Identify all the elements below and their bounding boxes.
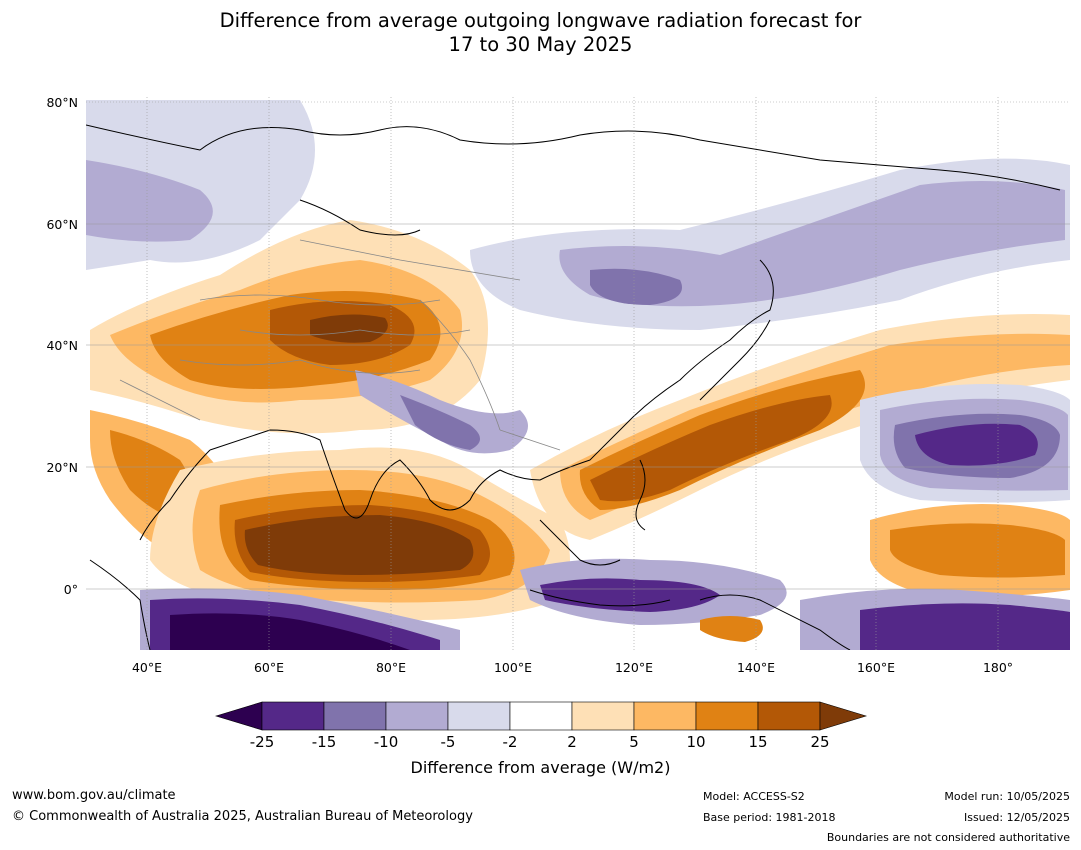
- colorbar-tick-5: 5: [629, 733, 639, 751]
- anomaly-field: [86, 97, 1070, 650]
- colorbar-tick-m5: -5: [440, 733, 456, 751]
- model-info: Model: ACCESS-S2: [703, 790, 805, 803]
- colorbar-bin-2-5: [571, 701, 635, 731]
- colorbar-tick-m2: -2: [502, 733, 518, 751]
- colorbar-extend-high: [819, 701, 868, 731]
- lon-label-180: 180°: [982, 660, 1014, 675]
- issued-info: Issued: 12/05/2025: [963, 811, 1070, 824]
- colorbar-label: Difference from average (W/m2): [410, 758, 671, 777]
- lon-label-80e: 80°E: [375, 660, 407, 675]
- positive-region-indian-ocean-peak: [244, 515, 474, 575]
- lat-label-40n: 40°N: [46, 338, 78, 353]
- positive-region-central-asia-peak: [310, 314, 388, 343]
- negative-region-siberia-core: [559, 181, 1065, 307]
- positive-region-central-pacific-core: [890, 523, 1065, 578]
- country-borders: [119, 239, 561, 451]
- graticule: [86, 97, 1070, 650]
- colorbar-tick-m25: -25: [249, 733, 275, 751]
- coastlines: [86, 124, 1061, 650]
- anomaly-map: 80°N 60°N 40°N 20°N 0° 40°E 60°E 80°E 10…: [46, 95, 1070, 675]
- negative-region-maritime-core: [540, 578, 720, 612]
- colorbar-bin-m15-m10: [323, 701, 387, 731]
- model-run-info: Model run: 10/05/2025: [944, 790, 1070, 803]
- positive-region-west-pacific-core: [590, 395, 832, 502]
- lon-label-140e: 140°E: [736, 660, 775, 675]
- negative-region-south-pacific-core: [860, 603, 1070, 650]
- colorbar-extend-low: [214, 701, 263, 731]
- negative-region-siberia-deep: [590, 268, 682, 305]
- lon-label-120e: 120°E: [614, 660, 653, 675]
- colorbar-bin-m5-m2: [447, 701, 511, 731]
- positive-region-north-australia: [700, 616, 763, 642]
- title-line-1: Difference from average outgoing longwav…: [219, 9, 862, 32]
- lat-label-20n: 20°N: [46, 460, 78, 475]
- negative-region-tibet-core: [400, 395, 480, 450]
- colorbar-tick-25: 25: [810, 733, 830, 751]
- colorbar-bin-m2-2: [509, 701, 573, 731]
- colorbar-tick-2: 2: [567, 733, 577, 751]
- negative-region-south-indian-core: [170, 613, 410, 650]
- colorbar-tick-m10: -10: [373, 733, 399, 751]
- map-canvas: [86, 97, 1070, 650]
- lon-label-160e: 160°E: [856, 660, 895, 675]
- negative-region-arctic-west-core: [86, 160, 213, 242]
- lon-label-40e: 40°E: [131, 660, 163, 675]
- boundaries-disclaimer: Boundaries are not considered authoritat…: [826, 831, 1070, 844]
- lon-label-100e: 100°E: [493, 660, 532, 675]
- lat-label-60n: 60°N: [46, 217, 78, 232]
- lat-label-80n: 80°N: [46, 95, 78, 110]
- colorbar-tick-m15: -15: [311, 733, 337, 751]
- title-line-2: 17 to 30 May 2025: [448, 33, 633, 56]
- copyright-text: © Commonwealth of Australia 2025, Austra…: [12, 809, 473, 824]
- colorbar-bin-5-10: [633, 701, 697, 731]
- colorbar-tick-10: 10: [686, 733, 706, 751]
- colorbar-tick-15: 15: [748, 733, 768, 751]
- lon-label-60e: 60°E: [253, 660, 285, 675]
- lat-label-0: 0°: [63, 582, 78, 597]
- website-link[interactable]: www.bom.gov.au/climate: [12, 788, 176, 803]
- colorbar-bin-10-15: [695, 701, 759, 731]
- negative-region-north-pacific-core: [915, 423, 1038, 466]
- colorbar-bin-m10-m5: [385, 701, 449, 731]
- colorbar-bin-m25-m15: [261, 701, 325, 731]
- map-title: Difference from average outgoing longwav…: [0, 9, 1081, 57]
- base-period-info: Base period: 1981-2018: [703, 811, 836, 824]
- negative-region-tibet: [355, 370, 528, 454]
- colorbar-bin-15-25: [757, 701, 821, 731]
